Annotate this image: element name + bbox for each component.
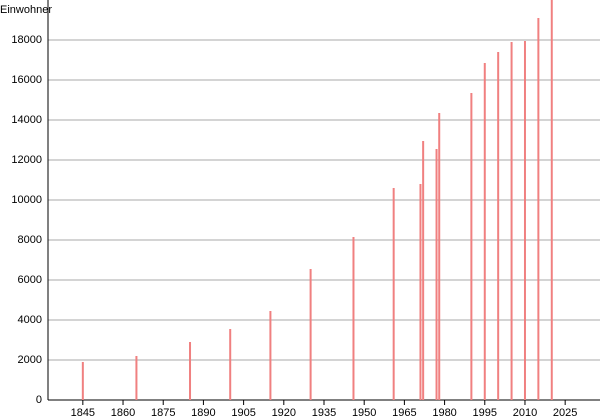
bar <box>550 0 553 400</box>
y-tick-label: 4000 <box>18 314 42 326</box>
y-tick-label: 16000 <box>11 74 42 86</box>
bar <box>422 141 425 400</box>
x-tick-label: 1860 <box>111 407 135 419</box>
bar <box>537 18 540 400</box>
y-tick-label: 0 <box>36 394 42 406</box>
x-tick-label: 1905 <box>231 407 255 419</box>
bar <box>392 188 395 400</box>
y-tick-label: 14000 <box>11 114 42 126</box>
x-tick-label: 1845 <box>71 407 95 419</box>
bar <box>523 41 526 400</box>
bar <box>135 356 138 400</box>
bar <box>497 52 500 400</box>
x-tick-label: 2025 <box>553 407 577 419</box>
y-tick-label: 6000 <box>18 274 42 286</box>
x-tick-label: 1995 <box>473 407 497 419</box>
bar <box>309 269 312 400</box>
bar <box>419 184 422 400</box>
x-tick-label: 1965 <box>392 407 416 419</box>
x-tick-label: 1950 <box>352 407 376 419</box>
y-tick-label: 10000 <box>11 194 42 206</box>
bar <box>189 342 192 400</box>
bar <box>483 63 486 400</box>
bar <box>470 93 473 400</box>
x-tick-label: 1980 <box>432 407 456 419</box>
y-tick-label: 18000 <box>11 34 42 46</box>
y-tick-label: 2000 <box>18 354 42 366</box>
bar <box>229 329 232 400</box>
x-tick-label: 1920 <box>272 407 296 419</box>
bar <box>435 149 438 400</box>
bar <box>438 113 441 400</box>
bar <box>352 237 355 400</box>
bar <box>510 42 513 400</box>
y-tick-label: 12000 <box>11 154 42 166</box>
x-tick-label: 1935 <box>312 407 336 419</box>
y-tick-label: 8000 <box>18 234 42 246</box>
x-tick-label: 2010 <box>513 407 537 419</box>
bar <box>81 362 84 400</box>
x-tick-label: 1875 <box>151 407 175 419</box>
bar <box>269 311 272 400</box>
y-axis-label: Einwohner <box>0 4 52 16</box>
x-tick-label: 1890 <box>191 407 215 419</box>
